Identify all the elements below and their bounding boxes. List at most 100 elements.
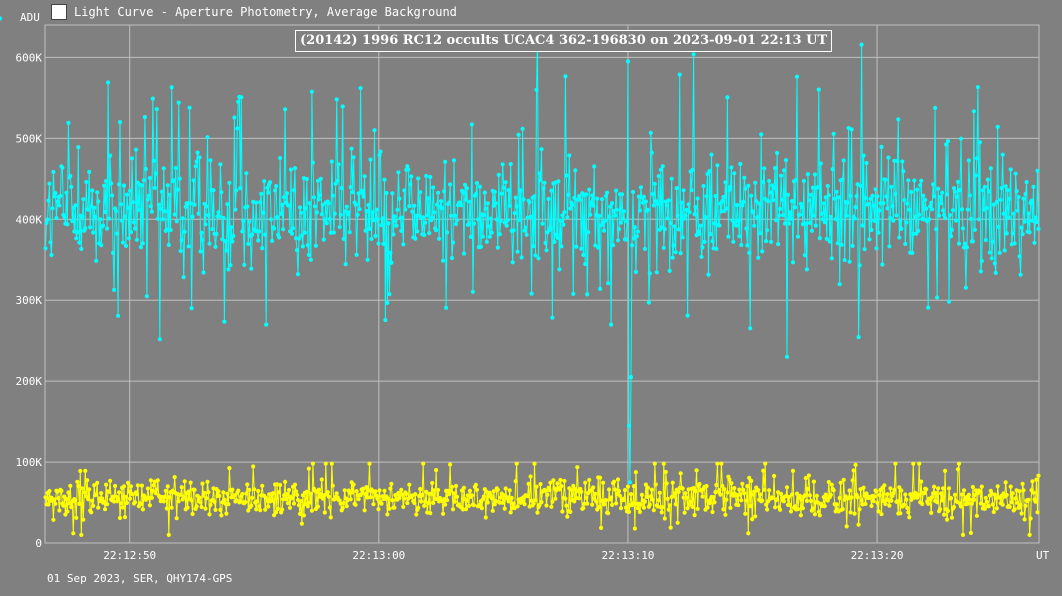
target-data-point: [487, 234, 492, 239]
target-data-point: [847, 259, 852, 264]
target-data-point: [531, 244, 536, 249]
target-data-point: [798, 201, 804, 206]
comparison-data-point: [637, 509, 643, 515]
comparison-data-point: [309, 508, 314, 513]
comparison-data-point: [882, 483, 887, 488]
comparison-data-point: [895, 499, 900, 504]
target-data-point: [907, 207, 912, 212]
target-data-point: [144, 294, 149, 299]
comparison-data-point: [429, 491, 434, 496]
target-data-point: [182, 229, 187, 234]
comparison-data-point: [341, 500, 346, 506]
comparison-data-point: [610, 502, 615, 507]
target-data-point: [493, 201, 498, 206]
target-data-point: [340, 104, 345, 109]
target-data-point: [821, 201, 826, 206]
target-data-point: [923, 197, 928, 202]
target-data-point: [852, 216, 857, 221]
target-data-point: [564, 173, 569, 178]
target-data-point: [839, 242, 844, 247]
comparison-data-point: [822, 504, 827, 509]
y-axis-unit-label: ADU: [20, 11, 40, 24]
comparison-data-point: [140, 507, 145, 512]
target-data-point: [776, 242, 781, 247]
target-data-point: [195, 150, 200, 155]
target-data-point: [992, 261, 997, 266]
comparison-data-point: [85, 478, 90, 483]
comparison-data-point: [503, 486, 508, 491]
target-data-point: [148, 204, 153, 209]
comparison-data-point: [572, 499, 577, 504]
target-data-point: [631, 236, 637, 241]
target-data-point: [1013, 171, 1018, 176]
x-tick-label: 22:13:10: [601, 549, 654, 562]
target-data-point: [955, 179, 961, 184]
target-data-point: [154, 107, 159, 112]
comparison-data-point: [205, 479, 210, 484]
comparison-data-point: [606, 511, 611, 516]
comparison-data-point: [945, 508, 951, 513]
target-data-point: [861, 153, 866, 158]
target-data-point: [405, 164, 410, 169]
comparison-data-point: [817, 513, 822, 518]
comparison-data-point: [204, 496, 209, 501]
comparison-data-point: [379, 501, 384, 506]
comparison-data-point: [581, 506, 586, 511]
target-data-point: [1018, 272, 1023, 277]
target-data-point: [49, 252, 54, 258]
comparison-data-point: [907, 515, 912, 520]
target-data-point: [173, 165, 178, 171]
target-data-point: [706, 272, 711, 277]
comparison-data-point: [745, 484, 750, 489]
comparison-data-point: [943, 468, 948, 473]
target-data-point: [832, 196, 837, 201]
target-data-point: [74, 236, 79, 241]
target-data-point: [960, 226, 966, 231]
comparison-data-point: [892, 487, 897, 492]
comparison-data-point: [319, 477, 324, 482]
comparison-data-point: [376, 507, 381, 512]
target-data-point: [199, 230, 204, 235]
target-data-point: [527, 200, 532, 205]
target-data-point: [648, 130, 653, 135]
comparison-data-point: [299, 521, 304, 526]
comparison-data-point: [285, 501, 291, 506]
target-data-point: [468, 234, 473, 239]
comparison-data-point: [984, 499, 989, 504]
target-data-point: [658, 167, 663, 172]
target-data-point: [1026, 211, 1031, 216]
comparison-data-point: [601, 480, 606, 485]
target-data-point: [756, 255, 761, 260]
comparison-data-point: [165, 484, 170, 489]
target-data-point: [102, 183, 107, 188]
target-data-point: [577, 194, 582, 199]
comparison-data-point: [798, 513, 804, 518]
target-data-point: [270, 238, 275, 243]
comparison-data-point: [245, 482, 250, 487]
comparison-data-point: [779, 491, 784, 497]
comparison-data-point: [289, 496, 295, 501]
comparison-data-point: [176, 499, 181, 504]
comparison-data-point: [667, 503, 672, 508]
target-data-point: [747, 250, 752, 255]
comparison-data-point: [582, 501, 587, 506]
comparison-data-point: [325, 490, 330, 495]
comparison-data-point: [1034, 477, 1039, 482]
target-data-point: [987, 250, 992, 255]
target-data-point: [232, 115, 237, 120]
target-data-point: [829, 256, 834, 261]
target-data-point: [1000, 152, 1005, 157]
target-data-point: [1033, 215, 1038, 220]
comparison-data-point: [1008, 484, 1013, 489]
comparison-data-point: [936, 486, 941, 491]
light-curve-app-icon[interactable]: [51, 4, 67, 20]
target-data-point: [107, 216, 112, 221]
target-data-point: [366, 202, 371, 208]
target-data-point: [721, 194, 726, 200]
target-data-point: [250, 232, 255, 237]
comparison-data-point: [522, 502, 527, 507]
target-data-point: [344, 204, 349, 209]
target-data-point: [859, 42, 864, 47]
target-data-point: [83, 226, 88, 231]
target-data-point: [348, 185, 353, 190]
